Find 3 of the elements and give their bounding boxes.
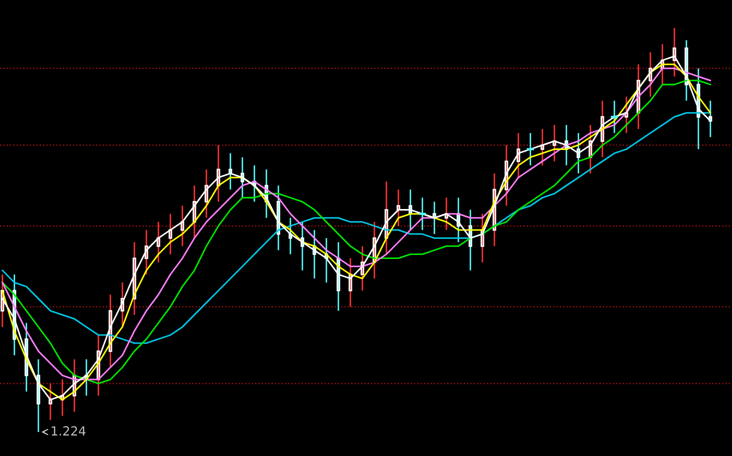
annotation: 1.224 — [52, 426, 86, 436]
candlestick — [396, 188, 400, 227]
candlestick — [168, 213, 172, 255]
